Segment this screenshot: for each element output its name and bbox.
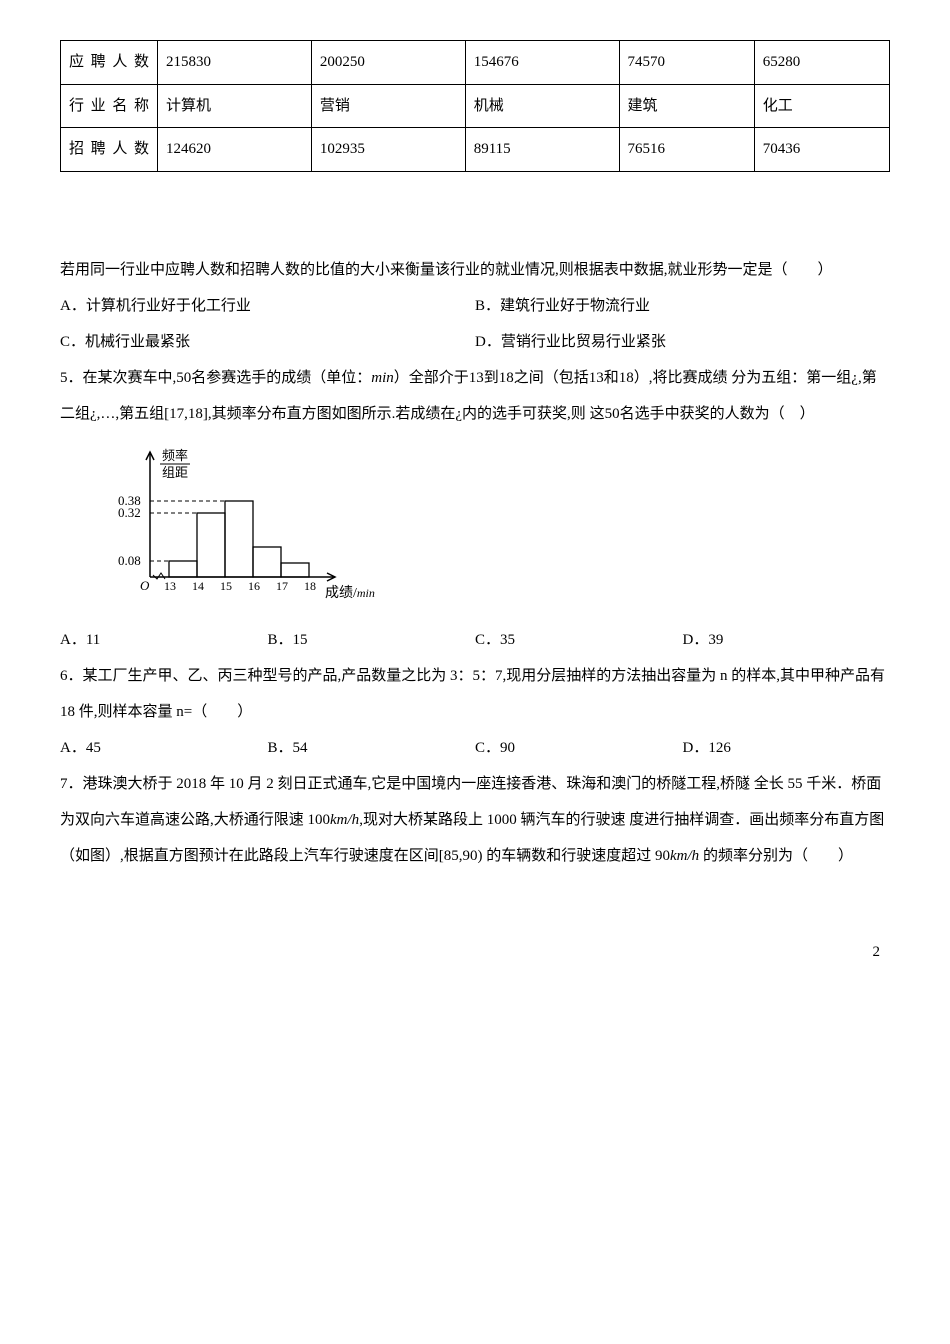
row2-label: 行业名称 [61, 84, 158, 128]
table-row: 行业名称 计算机 营销 机械 建筑 化工 [61, 84, 890, 128]
xtick: 16 [248, 579, 260, 593]
xtick: 13 [164, 579, 176, 593]
q4-choice-d: D．营销行业比贸易行业紧张 [475, 324, 890, 360]
q7-kmh1: km/h [330, 812, 359, 828]
page-number: 2 [60, 934, 890, 970]
row3-label: 招聘人数 [61, 128, 158, 172]
origin: O [140, 578, 150, 593]
q4-text: 若用同一行业中应聘人数和招聘人数的比值的大小来衡量该行业的就业情况,则根据表中数… [60, 252, 890, 288]
xtick: 15 [220, 579, 232, 593]
xtick: 18 [304, 579, 316, 593]
data-table: 应聘人数 215830 200250 154676 74570 65280 行业… [60, 40, 890, 172]
q6-choice-c: C．90 [475, 730, 683, 766]
cell: 建筑 [619, 84, 754, 128]
cell: 计算机 [158, 84, 312, 128]
cell: 102935 [311, 128, 465, 172]
cell: 机械 [465, 84, 619, 128]
ytick: 0.32 [118, 505, 141, 520]
q6-choice-d: D．126 [683, 730, 891, 766]
cell: 70436 [754, 128, 889, 172]
q6-choice-a: A．45 [60, 730, 268, 766]
row1-label: 应聘人数 [61, 41, 158, 85]
xtick: 14 [192, 579, 204, 593]
cell: 215830 [158, 41, 312, 85]
q6-text: 6．某工厂生产甲、乙、丙三种型号的产品,产品数量之比为 3：5：7,现用分层抽样… [60, 658, 890, 730]
q5-choice-d: D．39 [683, 622, 891, 658]
table-row: 应聘人数 215830 200250 154676 74570 65280 [61, 41, 890, 85]
q5-line1-post: ）全部介于13到18之间（包括13和18）,将比赛成绩 [394, 370, 728, 386]
q4-choice-a: A．计算机行业好于化工行业 [60, 288, 475, 324]
q5-choice-b: B．15 [268, 622, 476, 658]
q5-min: min [371, 370, 394, 386]
cell: 89115 [465, 128, 619, 172]
q7-line4-pre: 的车辆数和行驶速度超过 90 [486, 848, 670, 864]
q4-choices: A．计算机行业好于化工行业 B．建筑行业好于物流行业 C．机械行业最紧张 D．营… [60, 288, 890, 360]
q5-choice-a: A．11 [60, 622, 268, 658]
q6-choice-b: B．54 [268, 730, 476, 766]
cell: 200250 [311, 41, 465, 85]
q4-choice-b: B．建筑行业好于物流行业 [475, 288, 890, 324]
q7-line2-post: ,现对大桥某路段上 1000 辆汽车的行驶速 [359, 812, 625, 828]
cell: 74570 [619, 41, 754, 85]
cell: 124620 [158, 128, 312, 172]
q7-text: 7．港珠澳大桥于 2018 年 10 月 2 刻日正式通车,它是中国境内一座连接… [60, 766, 890, 874]
y-label-top: 频率 [162, 448, 188, 463]
table-row: 招聘人数 124620 102935 89115 76516 70436 [61, 128, 890, 172]
q5-choices: A．11 B．15 C．35 D．39 [60, 622, 890, 658]
cell: 营销 [311, 84, 465, 128]
q5-choice-c: C．35 [475, 622, 683, 658]
ytick: 0.08 [118, 553, 141, 568]
q5-line3: 这50名选手中获奖的人数为（ ） [590, 406, 815, 422]
q5-line1-pre: 5．在某次赛车中,50名参赛选手的成绩（单位： [60, 370, 371, 386]
q7-line1: 7．港珠澳大桥于 2018 年 10 月 2 刻日正式通车,它是中国境内一座连接… [60, 776, 750, 792]
xtick: 17 [276, 579, 288, 593]
q7-line4-post: 的频率分别为（ ） [699, 848, 853, 864]
cell: 76516 [619, 128, 754, 172]
x-label-main: 成绩/min [325, 585, 375, 601]
q6-choices: A．45 B．54 C．90 D．126 [60, 730, 890, 766]
cell: 化工 [754, 84, 889, 128]
bars [169, 501, 309, 577]
y-label-bottom: 组距 [162, 465, 188, 480]
histogram-svg: 频率 组距 O 0.38 0.32 0.08 13 14 15 16 17 18… [90, 442, 390, 612]
cell: 65280 [754, 41, 889, 85]
q7-kmh2: km/h [670, 848, 699, 864]
cell: 154676 [465, 41, 619, 85]
q5-chart: 频率 组距 O 0.38 0.32 0.08 13 14 15 16 17 18… [90, 442, 890, 612]
q5-text: 5．在某次赛车中,50名参赛选手的成绩（单位：min）全部介于13到18之间（包… [60, 360, 890, 432]
q4-choice-c: C．机械行业最紧张 [60, 324, 475, 360]
